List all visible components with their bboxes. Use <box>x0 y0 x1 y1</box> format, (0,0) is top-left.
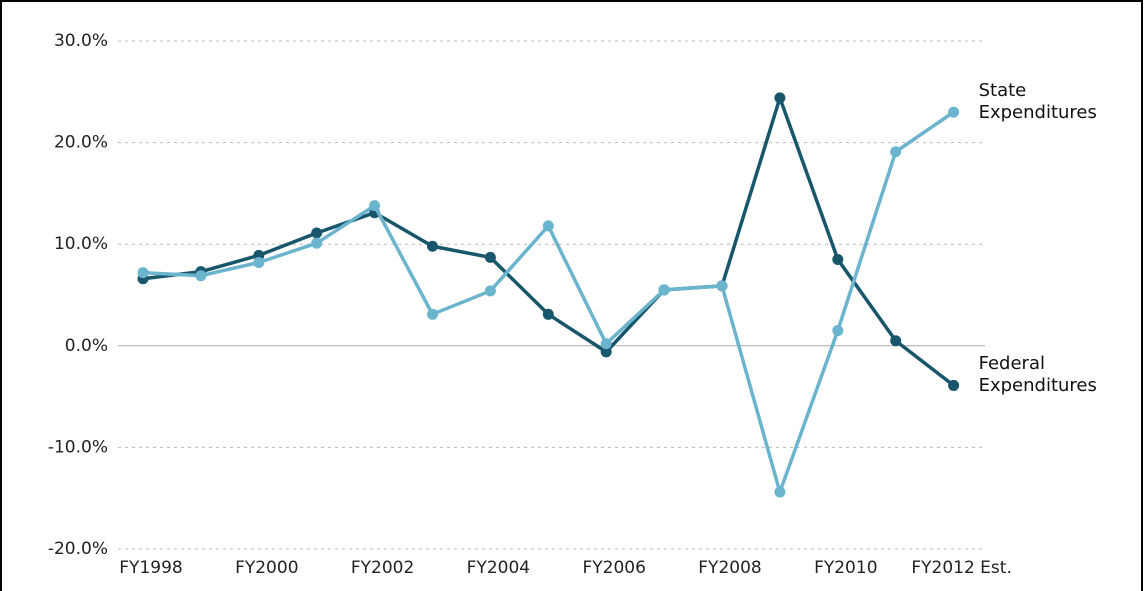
x-tick-label: FY2004 <box>467 558 530 578</box>
x-tick-label: FY2006 <box>582 558 645 578</box>
x-tick-label: FY2010 <box>814 558 877 578</box>
data-point <box>484 285 496 297</box>
data-point <box>427 240 438 252</box>
data-point <box>890 335 902 347</box>
data-point <box>716 280 728 292</box>
x-tick-label: FY2002 <box>351 558 414 578</box>
series-line <box>142 110 955 494</box>
data-point <box>948 106 960 118</box>
data-point <box>427 308 438 320</box>
series-label: Federal Expenditures <box>978 353 1097 397</box>
data-point <box>137 267 149 279</box>
data-point <box>542 220 554 232</box>
data-point <box>311 227 323 239</box>
data-point <box>948 379 960 391</box>
data-point <box>369 200 381 212</box>
y-tick-label: 30.0% <box>54 31 108 51</box>
data-point <box>195 270 207 282</box>
series-label: State Expenditures <box>978 80 1097 124</box>
x-tick-label: FY2008 <box>698 558 761 578</box>
data-point <box>832 253 844 265</box>
x-tick-label: FY2000 <box>235 558 298 578</box>
data-point <box>484 251 496 263</box>
data-point <box>832 325 844 337</box>
data-point <box>311 237 323 249</box>
y-tick-label: -20.0% <box>48 539 108 559</box>
data-point <box>890 146 902 158</box>
data-point <box>658 284 670 296</box>
data-point <box>253 256 265 268</box>
y-tick-label: 10.0% <box>54 234 108 254</box>
data-point <box>774 486 786 498</box>
y-tick-label: -10.0% <box>48 437 108 457</box>
data-point <box>774 92 786 104</box>
y-tick-label: 20.0% <box>54 133 108 153</box>
data-point <box>600 346 612 358</box>
y-tick-label: 0.0% <box>65 336 108 356</box>
data-point <box>542 308 554 320</box>
x-tick-label: FY1998 <box>119 558 182 578</box>
x-tick-label: FY2012 Est. <box>911 558 1012 578</box>
data-point <box>600 338 612 350</box>
